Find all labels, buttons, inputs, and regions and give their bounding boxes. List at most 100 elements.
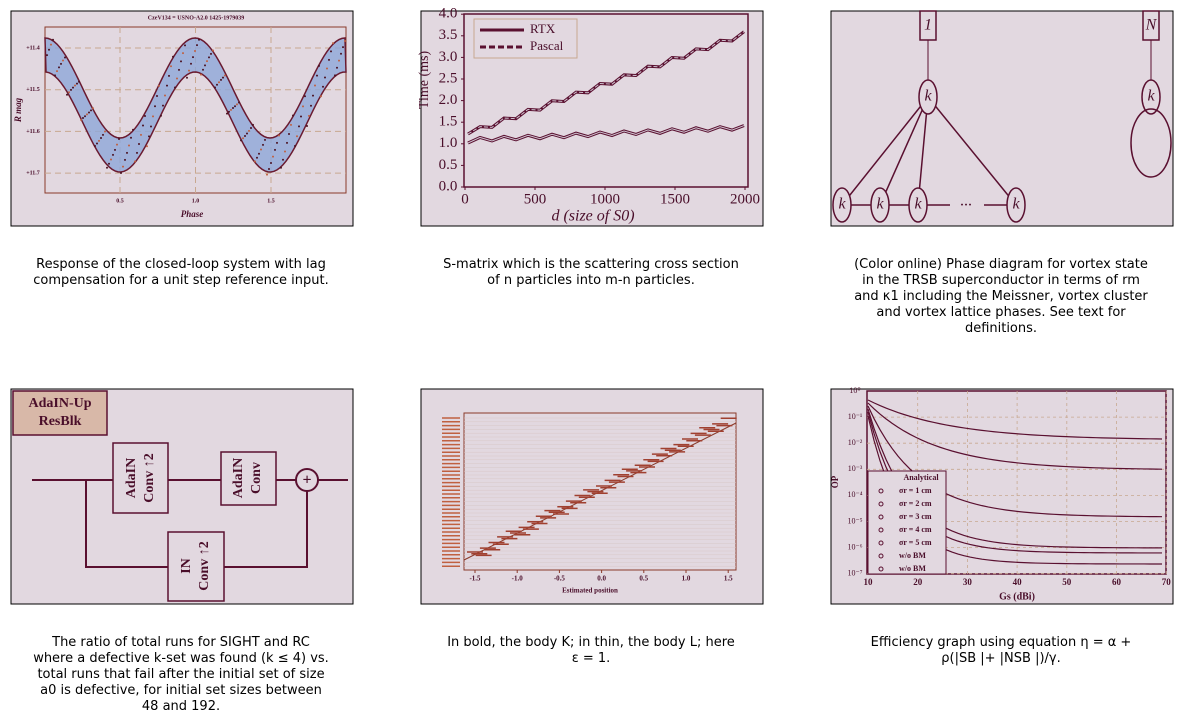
scatter-dot bbox=[322, 85, 324, 88]
x-tick-label: 10 bbox=[864, 577, 874, 587]
scatter-dot bbox=[162, 104, 164, 107]
scatter-dot bbox=[262, 143, 264, 146]
block-label: Conv bbox=[249, 462, 264, 494]
y-tick-label: 4.0 bbox=[439, 6, 458, 22]
x-tick-label: -0.5 bbox=[554, 575, 566, 583]
x-tick-label: 500 bbox=[524, 191, 547, 207]
legend-marker bbox=[878, 566, 884, 572]
y-tick-label: +11.7 bbox=[26, 170, 40, 176]
scatter-dot bbox=[50, 43, 52, 46]
node-box bbox=[919, 10, 937, 41]
scatter-dot bbox=[284, 150, 286, 153]
scatter-dot bbox=[128, 144, 130, 147]
scatter-dot bbox=[88, 111, 90, 114]
scatter-dot bbox=[58, 66, 60, 69]
scatter-dot bbox=[180, 60, 182, 63]
scatter-dot bbox=[190, 62, 192, 65]
scatter-dot bbox=[260, 148, 262, 151]
y-axis-label: Time (ms) bbox=[417, 51, 432, 110]
y-axis-label: OP bbox=[830, 475, 840, 488]
panel bbox=[420, 10, 764, 227]
scatter-dot bbox=[300, 115, 302, 118]
scatter-dot bbox=[212, 49, 214, 52]
scatter-dot bbox=[244, 135, 246, 137]
caption: (Color online) Phase diagram for vortex … bbox=[854, 257, 1148, 336]
scatter-dot bbox=[332, 42, 334, 45]
legend-label: σr = 5 cm bbox=[899, 538, 932, 547]
y-tick-label: 1.5 bbox=[439, 114, 458, 130]
y-tick-label: 10⁻¹ bbox=[848, 412, 863, 421]
node-label: k bbox=[1012, 196, 1020, 213]
scatter-dot bbox=[210, 52, 212, 55]
scatter-dot bbox=[250, 126, 252, 129]
caption: Response of the closed-loop system with … bbox=[33, 257, 329, 288]
scatter-dot bbox=[272, 155, 274, 158]
x-tick-label: 0 bbox=[461, 191, 469, 207]
scatter-dot bbox=[60, 62, 62, 65]
scatter-dot bbox=[330, 50, 332, 53]
scatter-dot bbox=[144, 115, 146, 117]
x-tick-label: 20 bbox=[913, 577, 923, 587]
scatter-dot bbox=[188, 69, 190, 72]
scatter-dot bbox=[56, 70, 58, 73]
curve bbox=[44, 37, 347, 173]
scatter-dot bbox=[224, 74, 226, 77]
scatter-dot bbox=[66, 93, 68, 96]
block bbox=[220, 451, 277, 506]
scatter-dot bbox=[104, 130, 106, 133]
scatter-dot bbox=[280, 166, 282, 169]
scatter-dot bbox=[304, 95, 306, 98]
line bbox=[879, 96, 929, 206]
node-box bbox=[1142, 10, 1160, 41]
legend-marker bbox=[878, 488, 884, 494]
scatter-dot bbox=[274, 148, 276, 151]
scatter-dot bbox=[70, 88, 72, 91]
scatter-dot bbox=[246, 132, 248, 135]
scatter-dot bbox=[220, 78, 222, 81]
scatter-dot bbox=[316, 74, 318, 77]
scatter-dot bbox=[192, 56, 194, 59]
label: CzeV134 = USNO-A2.0 1425-1979039 bbox=[148, 15, 244, 21]
y-tick-label: 10⁻⁶ bbox=[847, 542, 862, 551]
scatter-dot bbox=[108, 162, 110, 165]
y-tick-label: 3.5 bbox=[439, 27, 458, 43]
scatter-dot bbox=[68, 91, 70, 94]
scatter-dot bbox=[126, 151, 128, 154]
x-tick-label: 1.5 bbox=[724, 575, 733, 583]
scatter-dot bbox=[78, 80, 80, 83]
x-tick-label: 2000 bbox=[730, 191, 760, 207]
y-tick-label: 10⁻⁴ bbox=[847, 490, 862, 499]
scatter-dot bbox=[338, 59, 340, 62]
scatter-dot bbox=[320, 95, 322, 98]
scatter-dot bbox=[336, 66, 338, 69]
scatter-dot bbox=[232, 107, 234, 110]
legend-box bbox=[473, 18, 578, 59]
scatter-dot bbox=[170, 65, 172, 68]
scatter-dot bbox=[302, 105, 304, 108]
legend-label: σr = 1 cm bbox=[899, 486, 932, 495]
scatter-dot bbox=[238, 101, 240, 104]
scatter-dot bbox=[342, 46, 344, 49]
scatter-dot bbox=[46, 54, 48, 57]
scatter-dot bbox=[76, 82, 78, 85]
scatter-dot bbox=[236, 103, 238, 106]
scatter-dot bbox=[264, 138, 266, 141]
y-tick-label: 2.5 bbox=[439, 70, 458, 86]
y-tick-label: +11.6 bbox=[26, 129, 40, 135]
scatter-dot bbox=[318, 64, 320, 67]
scatter-dot bbox=[208, 56, 210, 59]
y-tick-label: +11.4 bbox=[26, 45, 40, 51]
legend-label: σr = 2 cm bbox=[899, 499, 932, 508]
curve bbox=[467, 31, 745, 135]
scatter-dot bbox=[200, 73, 202, 76]
y-tick-label: +11.5 bbox=[26, 87, 40, 93]
scatter-dot bbox=[92, 107, 94, 110]
scatter-dot bbox=[110, 158, 112, 161]
scatter-dot bbox=[196, 44, 198, 47]
legend-label: RTX bbox=[530, 21, 556, 36]
x-tick-label: -1.0 bbox=[512, 575, 524, 583]
node bbox=[832, 187, 852, 223]
scatter-dot bbox=[52, 38, 54, 41]
scatter-dot bbox=[202, 68, 204, 71]
scatter-dot bbox=[118, 137, 120, 140]
